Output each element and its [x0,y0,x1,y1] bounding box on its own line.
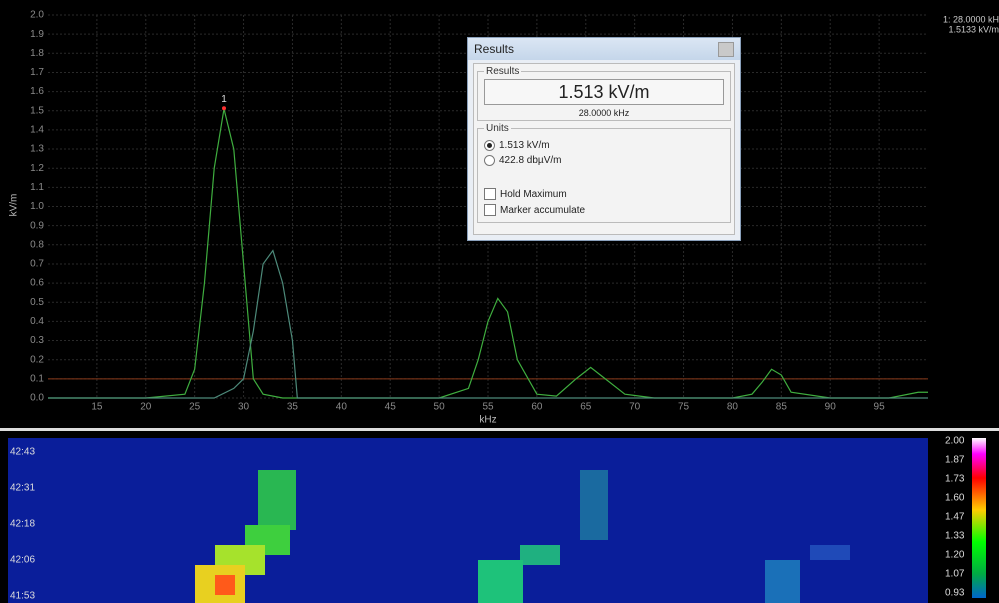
x-tick-label: 20 [140,402,152,413]
marker-readout: 1: 28.0000 kH [943,14,999,24]
result-value: 1.513 kV/m [484,79,724,105]
marker [222,106,226,110]
colorbar-label: 0.93 [945,588,965,599]
y-tick-label: 1.5 [30,105,44,116]
y-axis-label: kV/m [9,194,20,217]
y-tick-label: 0.1 [30,373,44,384]
title-bar: Results [468,38,740,60]
y-tick-label: 1.6 [30,86,44,97]
radio-label[interactable]: 422.8 dbµV/m [499,155,561,166]
radio[interactable] [484,155,495,166]
y-tick-label: 0.0 [30,393,44,404]
heat [765,560,800,603]
radio-label[interactable]: 1.513 kV/m [499,140,550,151]
y-tick-label: 1.8 [30,48,44,59]
radio-row[interactable]: 422.8 dbµV/m [484,155,724,166]
y-tick-label: 0.9 [30,220,44,231]
colorbar-label: 1.47 [945,512,965,523]
checkbox-label[interactable]: Hold Maximum [500,189,567,200]
dialog-title: Results [474,42,514,56]
x-tick-label: 55 [482,402,494,413]
x-tick-label: 90 [825,402,837,413]
colorbar-label: 1.73 [945,474,965,485]
y-tick-label: 2.0 [30,10,44,21]
x-axis-label: kHz [479,415,496,426]
group-label: Units [484,123,511,134]
heat [580,470,608,540]
y-tick-label: 0.2 [30,354,44,365]
colorbar [972,438,986,598]
x-tick-label: 95 [874,402,886,413]
marker-readout: 1.5133 kV/m [948,24,999,34]
y-tick-label: 0.8 [30,239,44,250]
checkbox-row[interactable]: Hold Maximum [484,188,724,200]
result-frequency: 28.0000 kHz [484,108,724,118]
group-label: Results [484,66,521,77]
x-tick-label: 15 [91,402,103,413]
x-tick-label: 80 [727,402,739,413]
y-tick-label: 1.0 [30,201,44,212]
x-tick-label: 75 [678,402,690,413]
x-tick-label: 45 [385,402,397,413]
heat [258,470,296,530]
close-button[interactable] [718,42,734,57]
y-tick-label: 1.2 [30,163,44,174]
y-tick-label: 0.7 [30,259,44,270]
waterfall [8,438,986,603]
x-tick-label: 60 [531,402,543,413]
dialog-body: Results 1.513 kV/m 28.0000 kHz Units 1.5… [473,63,735,235]
y-tick-label: 1.7 [30,67,44,78]
units-group: Units 1.513 kV/m 422.8 dbµV/m Hold Maxim… [477,123,731,223]
colorbar-label: 1.07 [945,569,965,580]
y-tick-label: 1.4 [30,125,44,136]
radio[interactable] [484,140,495,151]
heat [215,575,235,595]
y-tick-label: 0.5 [30,297,44,308]
checkbox-label[interactable]: Marker accumulate [500,205,585,216]
screen: 0.0 0.1 0.2 0.3 0.4 0.5 0.6 0.7 0.8 0.9 1.0 1.1 1.2 1… [0,0,999,603]
colorbar-label: 1.33 [945,531,965,542]
x-tick-label: 50 [434,402,446,413]
results-dialog: Results Results 1.513 kV/m 28.0000 kHz U… [467,37,741,241]
colorbar-label: 1.87 [945,455,965,466]
colorbar-label: 1.60 [945,493,965,504]
radio-row[interactable]: 1.513 kV/m [484,140,724,151]
x-tick-label: 35 [287,402,299,413]
time-label: 41:53 [10,591,35,602]
time-label: 42:31 [10,483,35,494]
splitter [0,428,999,431]
y-tick-label: 1.1 [30,182,44,193]
y-tick-label: 0.6 [30,278,44,289]
checkbox[interactable] [484,188,496,200]
time-label: 42:18 [10,519,35,530]
checkbox-row[interactable]: Marker accumulate [484,204,724,216]
colorbar-label: 1.20 [945,550,965,561]
checkbox[interactable] [484,204,496,216]
x-tick-label: 65 [580,402,592,413]
y-tick-label: 0.4 [30,316,44,327]
heat [478,560,523,603]
time-label: 42:43 [10,447,35,458]
y-tick-label: 1.9 [30,29,44,40]
y-tick-label: 0.3 [30,335,44,346]
marker-label: 1 [221,94,227,105]
y-tick-label: 1.3 [30,144,44,155]
heat [810,545,850,560]
x-tick-label: 85 [776,402,788,413]
x-tick-label: 30 [238,402,250,413]
colorbar-label: 2.00 [945,436,965,447]
results-group: Results 1.513 kV/m 28.0000 kHz [477,66,731,121]
x-tick-label: 70 [629,402,641,413]
x-tick-label: 25 [189,402,201,413]
x-tick-label: 40 [336,402,348,413]
heat [520,545,560,565]
time-label: 42:06 [10,555,35,566]
